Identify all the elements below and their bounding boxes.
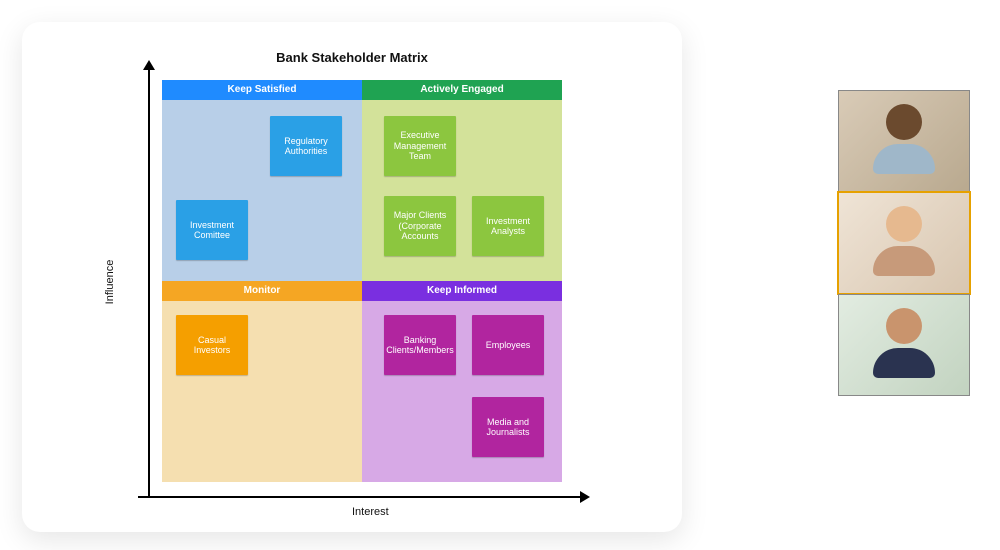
y-axis-label: Influence [104,260,116,305]
x-axis-arrow-icon [580,491,590,503]
stakeholder-matrix: Keep Satisfied Regulatory Authorities Inve… [162,80,562,482]
avatar [873,308,935,378]
stakeholder-node[interactable]: Investment Comittee [176,200,248,260]
x-axis-label: Interest [352,506,389,518]
stakeholder-node[interactable]: Investment Analysts [472,196,544,256]
quadrant-monitor: Monitor Casual Investors [162,281,362,482]
quadrant-header: Actively Engaged [362,80,562,100]
chart-title: Bank Stakeholder Matrix [22,50,682,65]
stakeholder-node[interactable]: Casual Investors [176,315,248,375]
quadrant-header: Keep Satisfied [162,80,362,100]
stakeholder-node[interactable]: Media and Journalists [472,397,544,457]
participant-tile[interactable] [838,90,970,192]
quadrant-body: Casual Investors [162,301,362,482]
stakeholder-node[interactable]: Major Clients (Corporate Accounts [384,196,456,256]
quadrant-keep_satisfied: Keep Satisfied Regulatory Authorities Inve… [162,80,362,281]
video-participants-strip [838,90,970,396]
quadrant-body: Regulatory Authorities Investment Comitte… [162,100,362,281]
quadrant-header: Keep Informed [362,281,562,301]
quadrant-keep_informed: Keep Informed Banking Clients/Members Empl… [362,281,562,482]
stakeholder-node[interactable]: Employees [472,315,544,375]
y-axis-arrow-icon [143,60,155,70]
participant-tile[interactable] [838,294,970,396]
quadrant-actively_engaged: Actively EngagedExecutive Management Tea… [362,80,562,281]
x-axis [138,496,582,498]
stakeholder-node[interactable]: Executive Management Team [384,116,456,176]
y-axis [148,66,150,496]
quadrant-header: Monitor [162,281,362,301]
quadrant-body: Executive Management Team Major Clients (… [362,100,562,281]
matrix-card: Bank Stakeholder Matrix Influence Intere… [22,22,682,532]
participant-tile[interactable] [838,192,970,294]
avatar [873,104,935,174]
quadrant-body: Banking Clients/Members Employees Media an… [362,301,562,482]
stakeholder-node[interactable]: Banking Clients/Members [384,315,456,375]
stakeholder-node[interactable]: Regulatory Authorities [270,116,342,176]
avatar [873,206,935,276]
